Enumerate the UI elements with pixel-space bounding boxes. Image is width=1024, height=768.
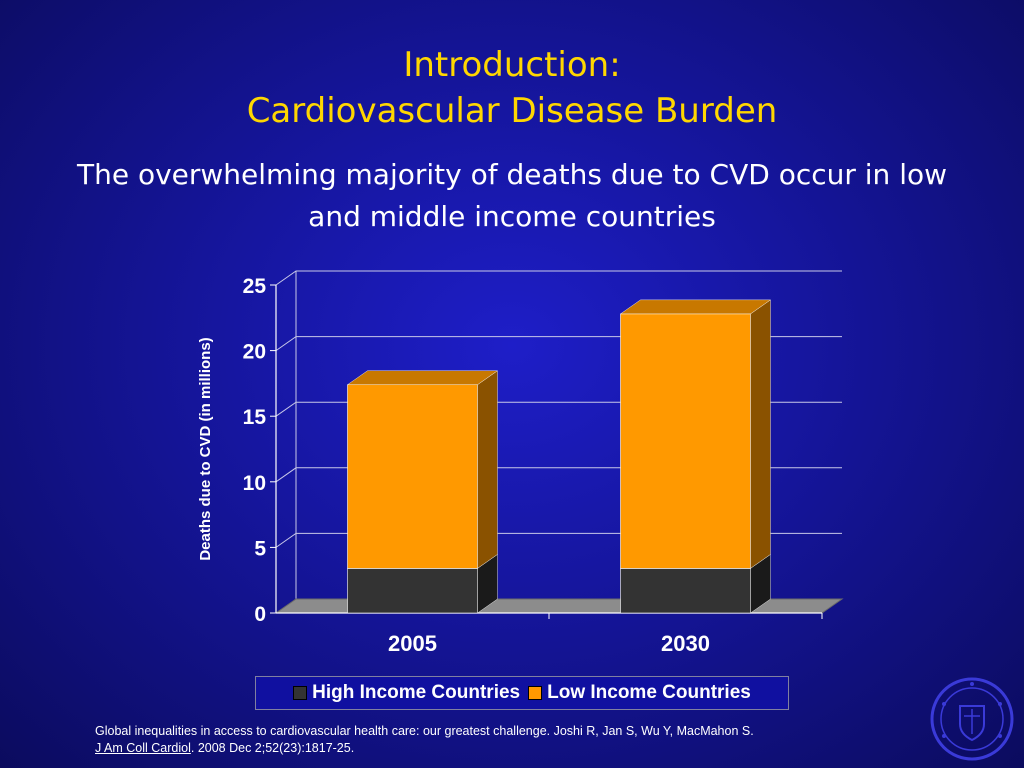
title-line-2: Cardiovascular Disease Burden	[246, 91, 778, 131]
y-tick-label: 0	[254, 603, 266, 626]
x-tick-label: 2005	[388, 631, 437, 656]
legend-swatch-low-income	[528, 686, 543, 700]
chart-legend: High Income Countries Low Income Countri…	[255, 676, 789, 710]
bar-segment-side	[750, 299, 771, 569]
bar-segment-side	[477, 370, 498, 569]
bar-top	[346, 370, 499, 385]
y-axis-title: Deaths due to CVD (in millions)	[197, 337, 214, 560]
slide-title: Introduction: Cardiovascular Disease Bur…	[0, 42, 1024, 134]
university-seal-icon	[930, 677, 1014, 761]
legend-entry-high-income: High Income Countries	[293, 682, 520, 704]
y-tick-label: 25	[243, 275, 267, 298]
bar-top	[619, 299, 772, 315]
y-tick-label: 15	[243, 406, 267, 429]
slide-subtitle: The overwhelming majority of deaths due …	[76, 158, 948, 233]
chart-labels: 0 5 10 15 20 25 2005 2030 Deaths due to CVD (in …	[197, 275, 710, 656]
bar-segment-front	[347, 384, 478, 569]
citation-line-1: Global inequalities in access to cardiov…	[95, 724, 754, 738]
bar-segment-front	[347, 568, 478, 614]
citation-details: . 2008 Dec 2;52(23):1817-25.	[190, 741, 355, 755]
citation-journal-link[interactable]: J Am Coll Cardiol	[95, 741, 191, 755]
citation-line-2: J Am Coll Cardiol. 2008 Dec 2;52(23):181…	[95, 740, 895, 757]
bar-segment-front	[620, 568, 751, 614]
bar-segment-front	[620, 313, 751, 569]
legend-label-low-income: Low Income Countries	[547, 682, 751, 703]
y-tick-label: 20	[243, 341, 266, 364]
x-tick-label: 2030	[661, 631, 710, 656]
citation: Global inequalities in access to cardiov…	[95, 723, 895, 757]
y-tick-label: 5	[254, 537, 266, 560]
chart-bars	[346, 299, 772, 614]
legend-entry-low-income: Low Income Countries	[528, 682, 751, 704]
y-tick-label: 10	[243, 472, 266, 495]
gridline	[275, 270, 842, 286]
legend-label-high-income: High Income Countries	[312, 682, 521, 703]
legend-swatch-high-income	[293, 686, 308, 700]
title-line-1: Introduction:	[403, 45, 621, 85]
